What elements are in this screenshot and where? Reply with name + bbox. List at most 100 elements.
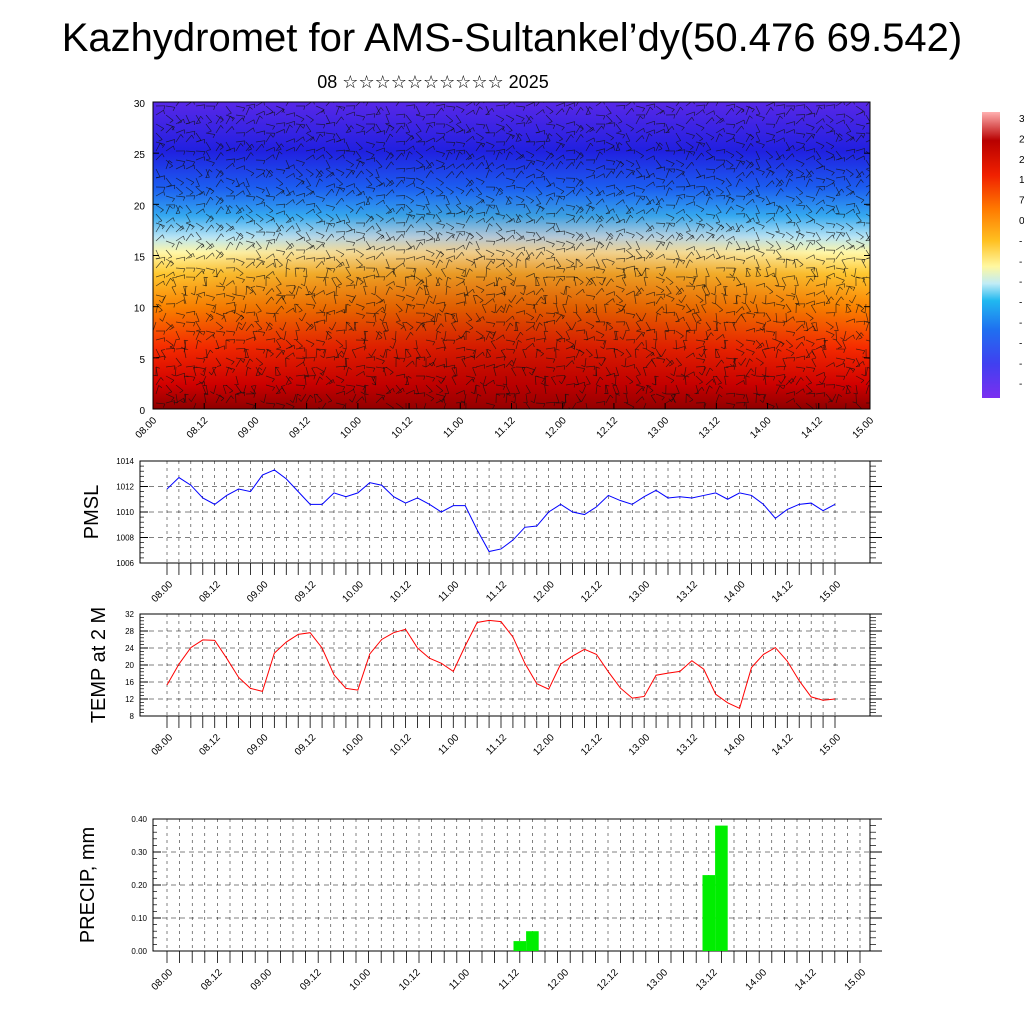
wind-barb xyxy=(745,106,750,116)
wind-barb-flag xyxy=(699,223,703,227)
wind-barb xyxy=(345,141,350,151)
wind-barb-flag xyxy=(832,198,835,202)
wind-barb xyxy=(185,365,195,368)
wind-barb xyxy=(235,314,242,323)
wind-barb xyxy=(435,313,439,323)
wind-barb xyxy=(765,330,775,333)
wind-barb xyxy=(235,241,241,251)
wind-barb-flag xyxy=(857,220,862,223)
wind-barb xyxy=(245,261,254,269)
wind-barb xyxy=(575,288,584,296)
wind-barb xyxy=(723,295,727,305)
wind-barb xyxy=(185,177,195,183)
wind-barb-flag xyxy=(689,399,694,403)
wind-barb xyxy=(215,152,222,161)
wind-barb-flag xyxy=(393,245,395,250)
wind-barb-flag xyxy=(442,224,446,229)
wind-barb-flag xyxy=(580,161,584,165)
wind-barb-flag xyxy=(838,139,843,142)
wind-barb xyxy=(155,294,165,298)
wind-barb xyxy=(675,339,678,350)
wind-barb xyxy=(202,385,207,395)
wind-barb xyxy=(205,141,211,150)
wind-barb xyxy=(215,224,222,233)
wind-barb-flag xyxy=(663,223,666,228)
wind-barb xyxy=(695,387,703,395)
wind-barb-flag xyxy=(819,187,823,191)
wind-barb-flag xyxy=(437,312,442,316)
wind-barb xyxy=(355,201,365,206)
wind-barb-flag xyxy=(464,294,469,297)
wind-barb xyxy=(285,344,295,350)
wind-barb xyxy=(485,223,490,233)
wind-barb xyxy=(444,330,447,340)
wind-barb-flag xyxy=(712,234,715,239)
wind-barb-flag xyxy=(178,192,183,196)
wind-barb xyxy=(475,337,485,341)
wind-barb xyxy=(701,348,707,357)
wind-barb xyxy=(275,285,282,294)
wind-barb-flag xyxy=(323,277,326,282)
wind-barb xyxy=(333,295,337,305)
wind-barb xyxy=(765,231,775,236)
wind-barb-flag xyxy=(872,280,874,283)
wind-barb xyxy=(705,110,715,116)
wind-barb xyxy=(255,285,265,288)
wind-barb xyxy=(385,123,395,129)
wind-barb-flag xyxy=(647,229,652,232)
wind-barb xyxy=(364,330,367,340)
wind-barb xyxy=(475,249,483,257)
wind-barb xyxy=(185,249,193,257)
wind-barb xyxy=(695,142,700,152)
wind-barb-flag xyxy=(263,173,265,178)
wind-barb xyxy=(775,204,784,210)
wind-barb-flag xyxy=(275,366,280,369)
wind-barb xyxy=(265,204,274,212)
wind-barb-flag xyxy=(686,230,691,232)
wind-barb xyxy=(515,246,525,251)
wind-barb xyxy=(165,240,175,245)
wind-barb-flag xyxy=(802,368,806,373)
wind-barb xyxy=(225,225,233,233)
wind-barb-flag xyxy=(844,267,849,270)
wind-barb xyxy=(485,349,488,359)
heatmap-x-tick-label: 12.12 xyxy=(595,415,621,441)
wind-barb xyxy=(810,269,817,278)
wind-barb xyxy=(383,331,387,341)
wind-barb-flag xyxy=(740,160,744,165)
wind-barb xyxy=(825,182,835,188)
wind-barb xyxy=(435,393,445,397)
wind-barb xyxy=(355,396,363,404)
wind-barb xyxy=(635,159,641,169)
wind-barb xyxy=(745,161,752,170)
wind-barb xyxy=(705,267,710,277)
wind-barb-flag xyxy=(160,377,164,381)
wind-barb xyxy=(245,204,253,212)
wind-barb-flag xyxy=(807,382,812,385)
wind-barb xyxy=(795,377,802,386)
wind-barb-flag xyxy=(579,210,584,214)
wind-barb xyxy=(245,119,255,125)
wind-barb-flag xyxy=(550,253,555,258)
wind-barb xyxy=(815,283,825,287)
wind-barb-flag xyxy=(651,234,655,238)
wind-barb xyxy=(525,132,531,142)
wind-barb xyxy=(335,219,345,224)
wind-barb xyxy=(695,357,705,361)
wind-barb xyxy=(425,285,430,295)
wind-barb xyxy=(225,357,235,362)
wind-barb-flag xyxy=(253,119,255,124)
wind-barb-flag xyxy=(342,404,346,409)
wind-barb-flag xyxy=(629,381,634,385)
wind-barb-flag xyxy=(459,232,463,236)
wind-barb-flag xyxy=(382,142,386,147)
wind-barb xyxy=(382,367,387,377)
wind-barb-flag xyxy=(598,362,602,366)
wind-barb-flag xyxy=(422,284,427,287)
wind-barb-flag xyxy=(191,226,195,230)
wind-barb-flag xyxy=(313,208,315,213)
wind-barb xyxy=(735,159,745,163)
wind-barb xyxy=(695,322,698,332)
wind-barb xyxy=(175,235,184,242)
wind-barb-flag xyxy=(698,219,703,223)
